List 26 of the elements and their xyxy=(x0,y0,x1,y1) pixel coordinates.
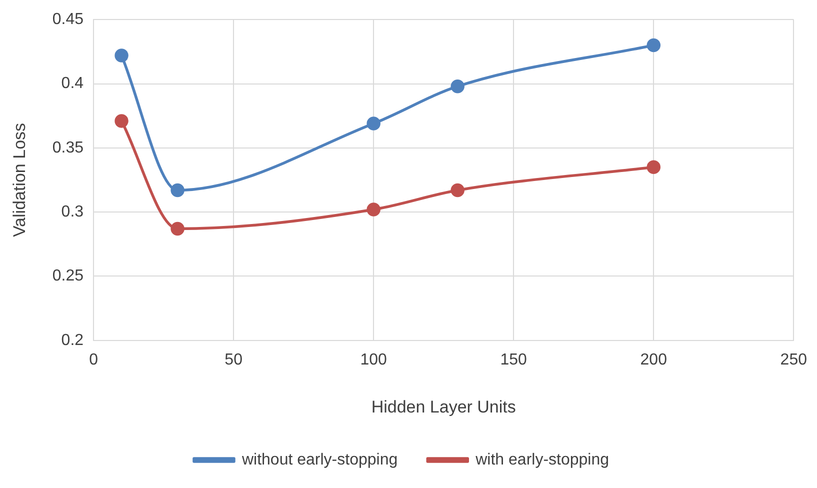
x-tick-label: 200 xyxy=(640,351,668,368)
x-tick-label: 50 xyxy=(224,351,243,368)
point xyxy=(450,183,464,198)
y-tick-label: 0.35 xyxy=(52,139,84,156)
point xyxy=(366,116,380,130)
point xyxy=(366,202,380,216)
y-tick-label: 0.2 xyxy=(61,332,84,349)
point xyxy=(170,183,184,198)
x-tick-label: 250 xyxy=(780,351,808,368)
legend-label: with early-stopping xyxy=(474,451,610,468)
y-tick-label: 0.45 xyxy=(52,11,84,28)
point xyxy=(646,38,661,52)
x-axis-title: Hidden Layer Units xyxy=(371,397,516,416)
point xyxy=(114,114,128,128)
legend-label: without early-stopping xyxy=(240,451,398,468)
y-tick-label: 0.4 xyxy=(61,75,84,92)
y-tick-label: 0.25 xyxy=(52,268,84,285)
point xyxy=(646,160,661,174)
point xyxy=(450,79,464,94)
y-tick-label: 0.3 xyxy=(61,203,84,220)
point xyxy=(114,48,128,62)
point xyxy=(170,222,184,236)
x-tick-label: 150 xyxy=(500,351,528,368)
x-tick-label: 0 xyxy=(89,351,98,368)
x-tick-label: 100 xyxy=(360,351,388,368)
y-axis-title: Validation Loss xyxy=(10,122,29,238)
